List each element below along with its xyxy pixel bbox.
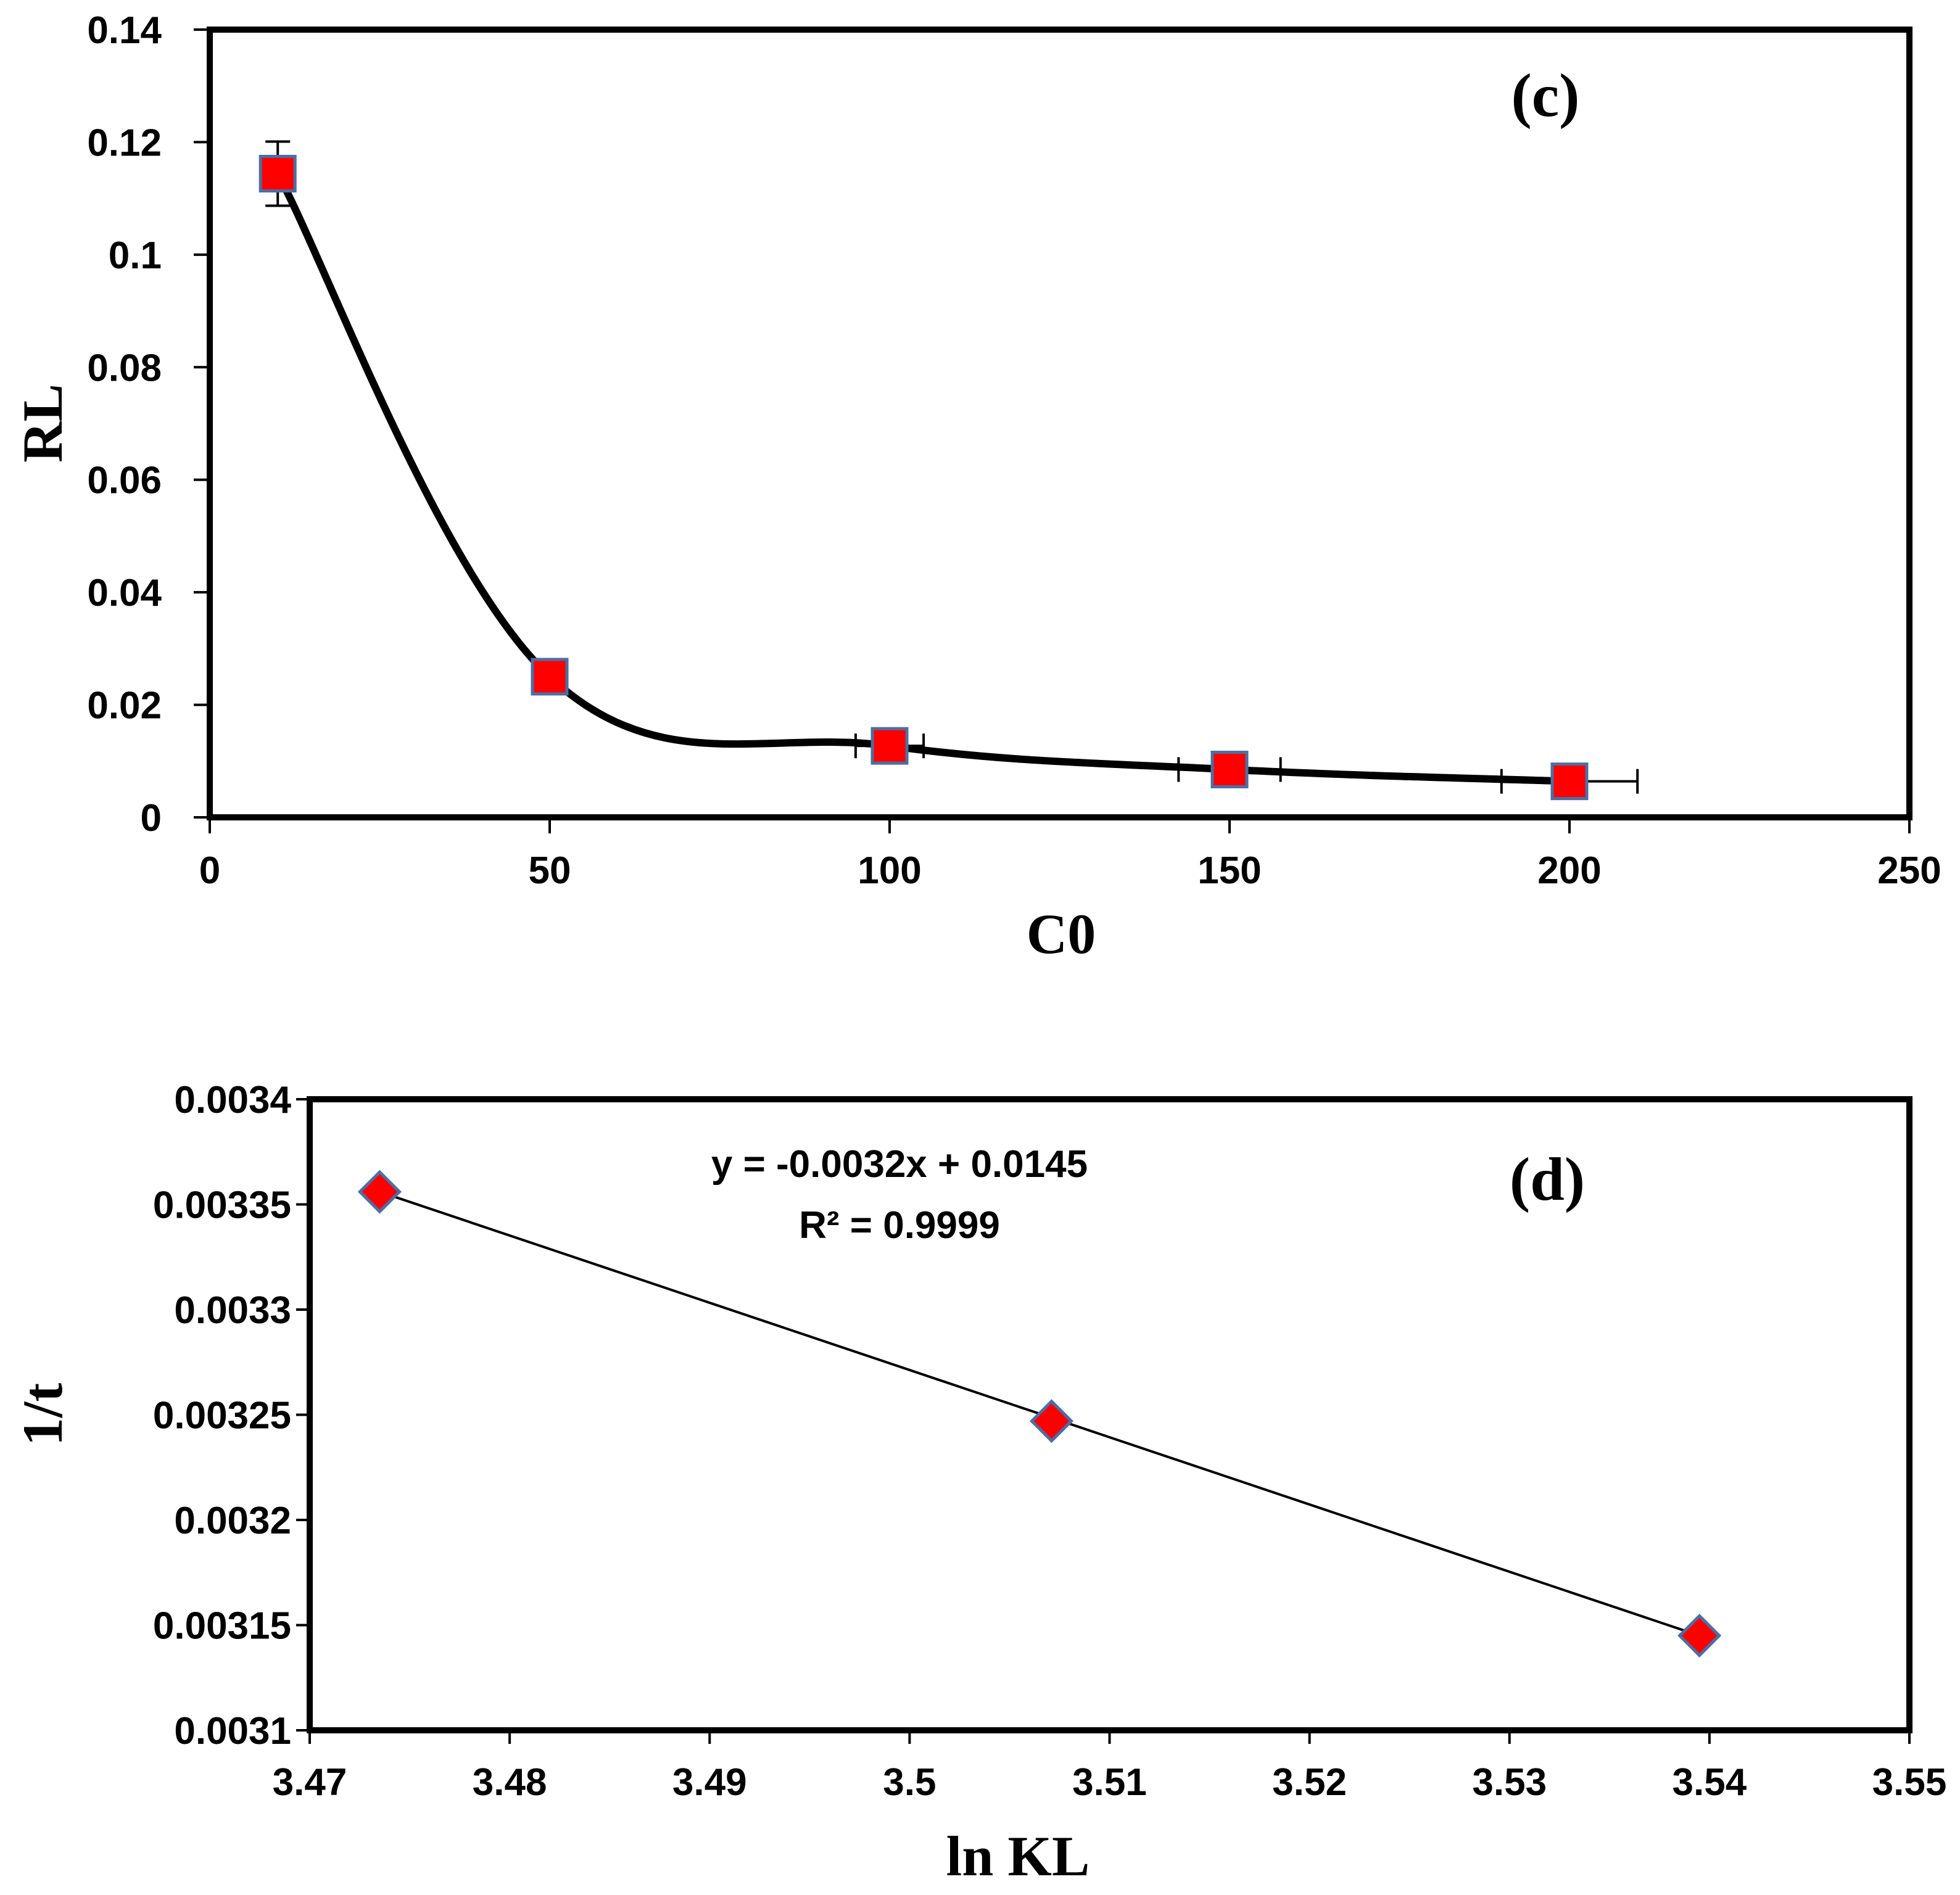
y-tick-label: 0.0034 bbox=[174, 1079, 291, 1121]
y-tick-label: 0 bbox=[141, 797, 162, 840]
y-tick-label: 0.02 bbox=[87, 685, 162, 727]
data-point bbox=[1210, 750, 1249, 788]
panel-label: (c) bbox=[1511, 61, 1580, 130]
chart-c: 0 50 100 150 200 250 0 0.02 0.04 0.06 0.08 0.1 0.12 0… bbox=[11, 9, 1941, 965]
y-axis-title: RL bbox=[11, 384, 74, 463]
data-point bbox=[1029, 1399, 1074, 1443]
y-tick-label: 0.14 bbox=[87, 9, 162, 52]
x-tick-label: 3.52 bbox=[1272, 1761, 1347, 1804]
x-tick-label: 3.47 bbox=[273, 1761, 347, 1804]
x-tick-label: 250 bbox=[1877, 849, 1941, 892]
y-tick-label: 0.00315 bbox=[153, 1605, 291, 1648]
panel-label: (d) bbox=[1510, 1145, 1585, 1213]
y-tick-label: 0.00325 bbox=[153, 1395, 291, 1437]
x-tick-label: 3.55 bbox=[1872, 1761, 1947, 1804]
x-tick-label: 3.53 bbox=[1472, 1761, 1547, 1804]
x-tick-label: 50 bbox=[529, 849, 571, 892]
chart-d: 3.47 3.48 3.49 3.5 3.51 3.52 3.53 3.54 3.55 0.003… bbox=[11, 1079, 1946, 1888]
x-tick-label: 3.49 bbox=[672, 1761, 747, 1804]
x-tick-label: 150 bbox=[1197, 849, 1261, 892]
plot-frame bbox=[207, 27, 1912, 820]
plot-frame bbox=[307, 1096, 1912, 1733]
series-line bbox=[274, 170, 1573, 785]
data-point bbox=[1550, 762, 1589, 801]
x-axis-title: ln KL bbox=[946, 1825, 1090, 1888]
y-tick-label: 0.0032 bbox=[174, 1500, 291, 1542]
r-squared: R² = 0.9999 bbox=[799, 1204, 1000, 1247]
data-point bbox=[870, 727, 909, 765]
y-tick-label: 0.0031 bbox=[174, 1710, 291, 1753]
y-tick-label: 0.0033 bbox=[174, 1289, 291, 1332]
y-tick-label: 0.06 bbox=[87, 460, 162, 502]
x-tick-label: 200 bbox=[1537, 849, 1601, 892]
x-tick-label: 0 bbox=[199, 849, 220, 892]
x-tick-label: 3.5 bbox=[883, 1761, 936, 1804]
y-tick-label: 0.1 bbox=[109, 234, 162, 277]
x-tick-label: 3.54 bbox=[1673, 1761, 1747, 1804]
x-axis-title: C0 bbox=[1027, 902, 1096, 965]
data-point bbox=[357, 1170, 402, 1214]
y-tick-label: 0.08 bbox=[87, 347, 162, 389]
data-point bbox=[1677, 1614, 1722, 1658]
y-axis-title: 1/t bbox=[11, 1383, 74, 1447]
y-tick-label: 0.04 bbox=[87, 572, 162, 614]
x-tick-label: 3.48 bbox=[473, 1761, 547, 1804]
x-tick-label: 100 bbox=[858, 849, 921, 892]
x-tick-label: 3.51 bbox=[1072, 1761, 1147, 1804]
data-point bbox=[258, 155, 297, 193]
y-tick-label: 0.00335 bbox=[153, 1184, 291, 1227]
y-tick-label: 0.12 bbox=[87, 122, 162, 164]
trendline-equation: y = -0.0032x + 0.0145 bbox=[711, 1143, 1088, 1186]
data-point bbox=[531, 658, 569, 696]
